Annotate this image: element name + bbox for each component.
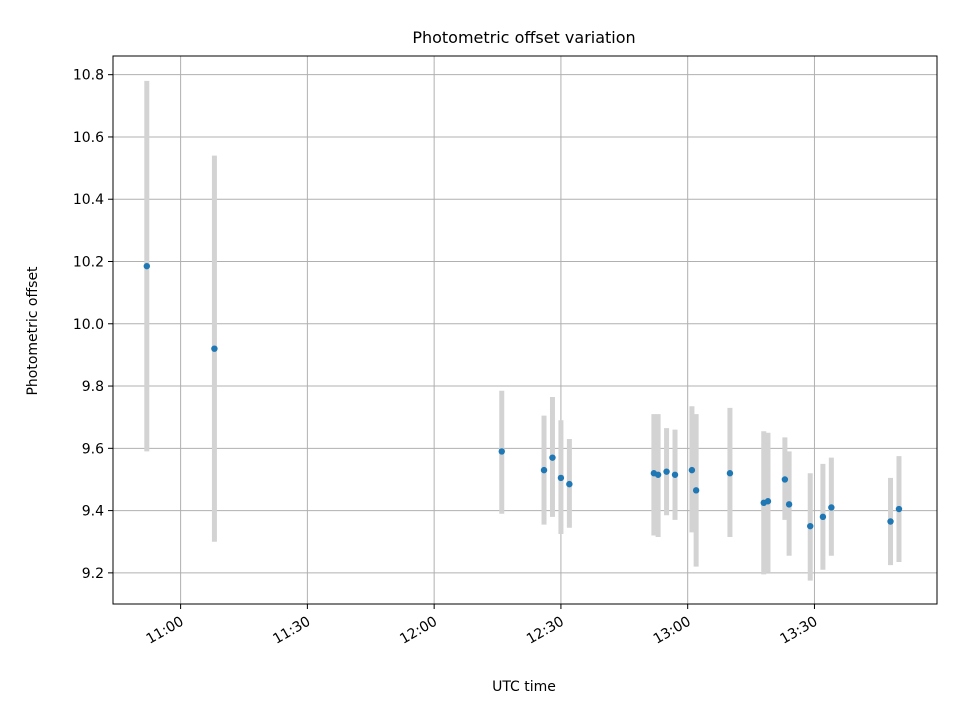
data-point xyxy=(764,498,772,505)
data-point xyxy=(211,345,218,352)
y-tick-label: 9.6 xyxy=(82,441,104,457)
data-point xyxy=(828,504,835,511)
y-tick-label: 10.8 xyxy=(73,68,104,84)
data-point xyxy=(549,454,556,461)
y-tick-label: 9.2 xyxy=(82,566,104,582)
data-point xyxy=(688,466,696,474)
chart-title: Photometric offset variation xyxy=(412,28,635,47)
data-point xyxy=(692,487,700,494)
y-tick-label: 10.2 xyxy=(73,255,104,271)
data-point xyxy=(819,513,827,521)
data-point xyxy=(785,501,793,508)
data-point xyxy=(895,505,903,513)
data-point xyxy=(726,470,734,477)
x-axis-label: UTC time xyxy=(492,679,556,695)
data-point xyxy=(671,471,679,478)
data-point xyxy=(566,480,573,488)
data-point xyxy=(654,471,662,478)
data-point xyxy=(663,468,670,475)
y-tick-label: 10.0 xyxy=(73,317,104,333)
data-point xyxy=(887,518,894,525)
data-point xyxy=(143,262,151,270)
data-point xyxy=(498,448,505,455)
y-tick-label: 9.4 xyxy=(82,504,104,520)
y-axis-label: Photometric offset xyxy=(25,266,41,396)
data-point xyxy=(540,466,548,474)
y-tick-label: 9.8 xyxy=(82,379,104,395)
data-points xyxy=(143,262,903,530)
data-point xyxy=(781,476,789,483)
data-point xyxy=(807,522,814,530)
y-tick-label: 10.4 xyxy=(73,192,104,208)
data-point xyxy=(557,474,565,482)
y-tick-label: 10.6 xyxy=(73,130,104,146)
plot-area-frame xyxy=(112,55,938,605)
